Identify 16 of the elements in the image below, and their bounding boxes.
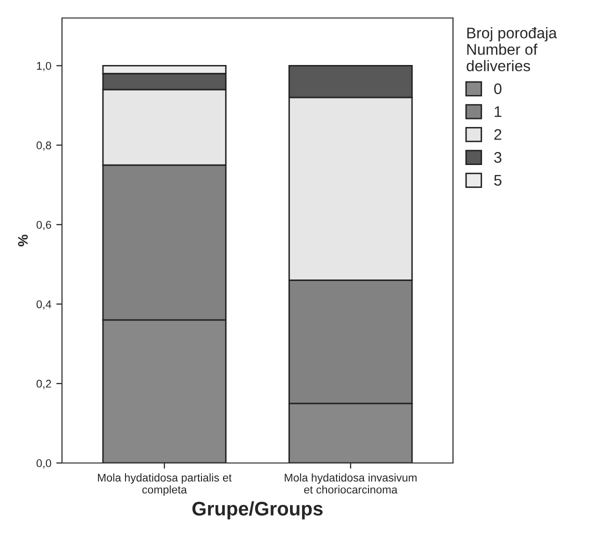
legend-label: 5	[494, 175, 502, 186]
y-tick-label: 0,2	[36, 380, 52, 389]
legend-label: 2	[494, 129, 502, 140]
y-tick-label: 0,8	[36, 141, 52, 151]
x-tick-label: Mola hydatidosa invasivum et choriocarcinoma	[284, 473, 417, 494]
y-tick-label: 0,0	[36, 459, 52, 468]
y-tick-label: 0,6	[36, 220, 52, 230]
y-axis-title: %	[18, 234, 28, 246]
x-axis-title: Grupe/Groups	[192, 501, 323, 520]
legend-label: 0	[494, 83, 502, 94]
y-tick-label: 0,4	[36, 300, 52, 310]
legend-label: 3	[494, 152, 502, 163]
x-tick-label: Mola hydatidosa partialis et completa	[98, 473, 232, 496]
legend-title: Broj porođaja Number of deliveries	[466, 27, 557, 72]
legend-label: 1	[494, 106, 502, 117]
y-tick-label: 1,0	[36, 62, 52, 72]
